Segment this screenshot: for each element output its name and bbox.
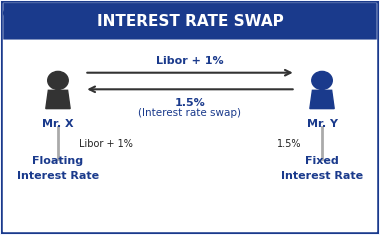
Text: PLUTUS: PLUTUS <box>13 9 52 18</box>
Text: Interest Rate: Interest Rate <box>281 171 363 180</box>
Circle shape <box>48 71 68 90</box>
Text: Libor + 1%: Libor + 1% <box>79 139 133 149</box>
Text: Fixed: Fixed <box>305 156 339 166</box>
Text: Floating: Floating <box>32 156 84 166</box>
Text: Libor + 1%: Libor + 1% <box>156 56 224 66</box>
Text: Mr. X: Mr. X <box>42 119 74 129</box>
Circle shape <box>312 71 332 90</box>
Text: INTEREST RATE SWAP: INTEREST RATE SWAP <box>97 14 283 29</box>
Text: Interest Rate: Interest Rate <box>17 171 99 180</box>
Text: (Interest rate swap): (Interest rate swap) <box>138 108 242 118</box>
Text: 1.5%: 1.5% <box>277 139 301 149</box>
Text: Mr. Y: Mr. Y <box>307 119 337 129</box>
Text: 1.5%: 1.5% <box>175 98 205 108</box>
Text: EDUCATION: EDUCATION <box>13 17 45 22</box>
Polygon shape <box>46 90 70 109</box>
Polygon shape <box>310 90 334 109</box>
FancyBboxPatch shape <box>3 3 377 39</box>
Circle shape <box>4 9 13 17</box>
